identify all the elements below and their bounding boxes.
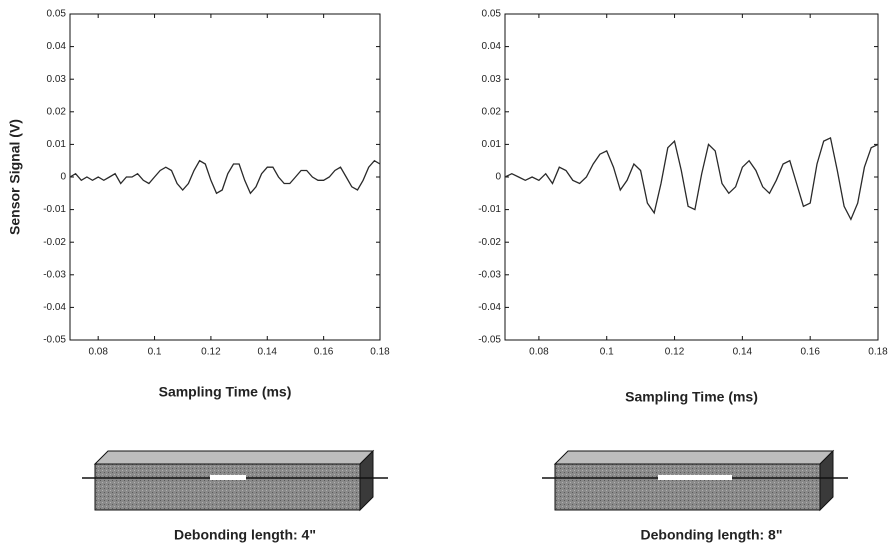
caption: Debonding length: 4": [174, 527, 316, 543]
beam-left: [82, 449, 388, 512]
x-tick-label: 0.14: [733, 347, 753, 358]
y-tick-label: 0: [60, 172, 66, 183]
y-tick-label: -0.05: [478, 335, 501, 346]
x-tick-label: 0.1: [600, 347, 614, 358]
x-tick-label: 0.16: [314, 347, 334, 358]
y-tick-label: 0: [495, 172, 501, 183]
y-tick-label: -0.03: [478, 269, 501, 280]
signal-line: [69, 159, 381, 195]
x-tick-label: 0.12: [201, 347, 221, 358]
plot-frame: [504, 13, 879, 341]
y-tick-label: 0.02: [47, 106, 67, 117]
x-tick-label: 0.18: [370, 347, 390, 358]
beam-right: [542, 449, 848, 512]
y-tick-label: -0.02: [43, 237, 66, 248]
y-tick-label: 0.03: [482, 74, 502, 85]
y-tick-label: -0.04: [478, 302, 501, 313]
signal-line: [504, 136, 879, 221]
y-tick-label: 0.02: [482, 106, 502, 117]
y-tick-label: -0.03: [43, 269, 66, 280]
y-tick-label: 0.03: [47, 74, 67, 85]
y-tick-label: 0.05: [47, 9, 67, 20]
y-tick-label: 0.04: [47, 41, 67, 52]
y-tick-label: 0.04: [482, 41, 502, 52]
y-tick-label: -0.01: [43, 204, 66, 215]
y-axis-label: Sensor Signal (V): [7, 119, 23, 235]
caption: Debonding length: 8": [641, 527, 783, 543]
y-tick-label: -0.04: [43, 302, 66, 313]
y-tick-label: -0.05: [43, 335, 66, 346]
y-tick-label: 0.05: [482, 9, 502, 20]
y-tick-label: -0.02: [478, 237, 501, 248]
x-tick-label: 0.16: [800, 347, 820, 358]
x-tick-label: 0.12: [665, 347, 685, 358]
y-tick-label: 0.01: [47, 139, 67, 150]
y-tick-label: 0.01: [482, 139, 502, 150]
x-axis-label: Sampling Time (ms): [159, 384, 292, 400]
x-tick-label: 0.14: [258, 347, 278, 358]
x-tick-label: 0.08: [88, 347, 108, 358]
x-axis-label: Sampling Time (ms): [625, 389, 758, 405]
x-tick-label: 0.18: [868, 347, 888, 358]
y-tick-label: -0.01: [478, 204, 501, 215]
x-tick-label: 0.08: [529, 347, 549, 358]
x-tick-label: 0.1: [148, 347, 162, 358]
